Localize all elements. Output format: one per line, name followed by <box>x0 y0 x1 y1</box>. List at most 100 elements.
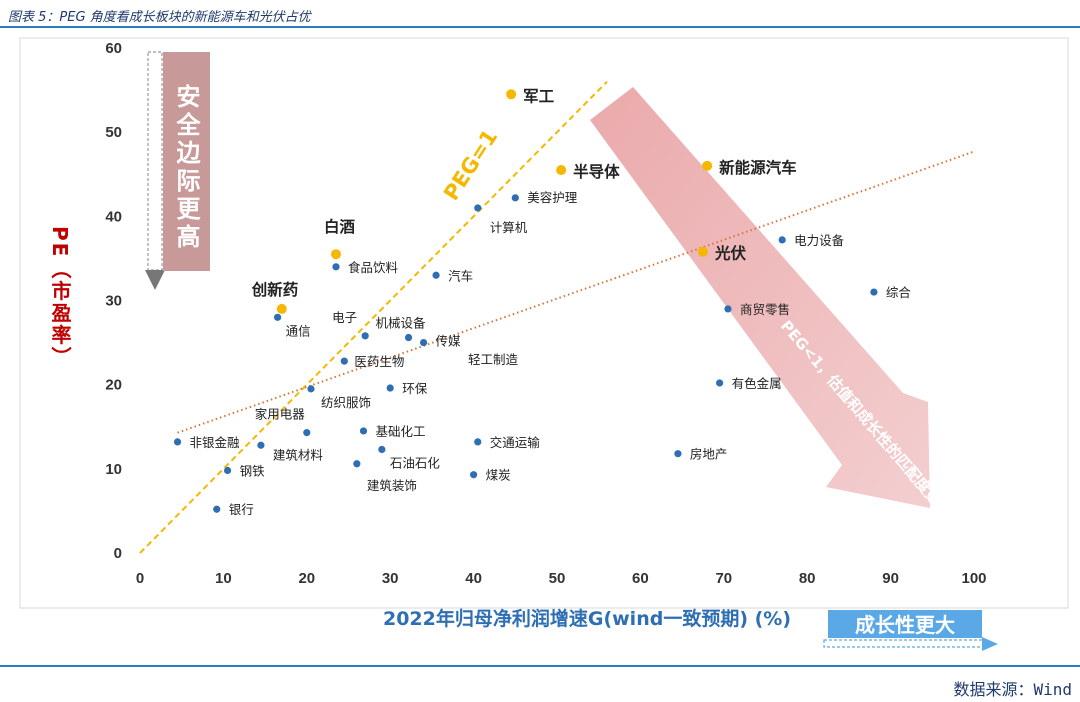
highlight-point <box>702 160 713 171</box>
top-rule <box>0 26 1080 28</box>
point-label: 有色金属 <box>732 376 782 391</box>
point-label: 房地产 <box>690 447 728 462</box>
data-point <box>274 313 282 321</box>
growth-box-label: 成长性更大 <box>855 613 955 637</box>
highlight-label: 新能源汽车 <box>719 158 797 177</box>
point-label: 环保 <box>402 381 428 396</box>
point-label: 美容护理 <box>527 190 578 205</box>
data-point <box>474 438 482 446</box>
point-label: 计算机 <box>490 220 528 235</box>
point-label: 通信 <box>286 323 311 338</box>
highlight-point <box>556 165 567 176</box>
highlight-point <box>330 249 341 260</box>
x-tick-label: 70 <box>715 570 732 587</box>
safety-margin-box: 安全边际更高 <box>145 51 210 290</box>
x-tick-label: 80 <box>799 570 816 587</box>
highlight-label: 创新药 <box>251 280 299 299</box>
point-label: 煤炭 <box>486 468 511 483</box>
highlight-label: 光伏 <box>714 244 747 263</box>
x-tick-label: 30 <box>382 570 399 587</box>
data-point <box>432 271 440 279</box>
data-point <box>378 445 386 454</box>
data-point <box>303 429 311 437</box>
data-point <box>419 338 428 347</box>
x-tick-label: 90 <box>882 570 899 587</box>
y-axis-ticks: 0 10 20 30 40 50 60 <box>105 40 122 562</box>
x-tick-label: 20 <box>298 570 315 587</box>
data-point <box>173 438 182 446</box>
point-label: 石油石化 <box>390 455 441 470</box>
source-note: 数据来源：Wind <box>953 680 1072 699</box>
data-point <box>870 288 878 296</box>
data-point <box>353 460 361 468</box>
data-point <box>404 333 413 342</box>
x-tick-label: 50 <box>549 570 566 587</box>
point-label: 建筑装饰 <box>367 478 417 493</box>
bottom-rule <box>0 665 1080 667</box>
data-point <box>340 357 348 365</box>
x-tick-label: 40 <box>465 570 482 587</box>
point-label: 轻工制造 <box>468 352 519 367</box>
point-label: 家用电器 <box>255 407 306 422</box>
point-label: 传媒 <box>436 334 462 349</box>
x-axis-title: 2022年归母净利润增速G(wind一致预期) (%) <box>383 607 791 630</box>
x-axis-ticks: 0 10 20 30 40 50 60 70 80 90 100 <box>136 570 987 587</box>
y-tick-label: 20 <box>105 377 122 394</box>
data-point <box>511 194 519 202</box>
data-point <box>257 441 265 449</box>
highlight-point <box>506 89 517 100</box>
highlight-label: 半导体 <box>573 162 620 181</box>
y-tick-label: 40 <box>105 208 122 225</box>
point-label: 非银金融 <box>190 435 241 450</box>
y-tick-label: 0 <box>114 545 122 562</box>
data-point <box>307 385 315 393</box>
point-label: 纺织服饰 <box>321 395 371 410</box>
data-point <box>386 384 394 392</box>
y-tick-label: 30 <box>105 293 122 310</box>
highlight-label: 军工 <box>523 87 555 105</box>
point-label: 交通运输 <box>490 435 541 450</box>
x-tick-label: 0 <box>136 570 144 587</box>
peg1-line-label: PEG=1 <box>439 125 502 204</box>
growth-box: 成长性更大 <box>823 610 998 651</box>
data-point <box>223 466 232 475</box>
x-tick-label: 100 <box>961 570 986 587</box>
y-tick-label: 60 <box>105 40 122 57</box>
point-label: 电子 <box>332 310 357 325</box>
point-label: 汽车 <box>448 268 473 283</box>
x-tick-label: 60 <box>632 570 649 587</box>
highlight-point <box>276 303 287 314</box>
point-label: 综合 <box>886 285 912 300</box>
y-tick-label: 50 <box>105 124 122 141</box>
data-point <box>778 236 786 244</box>
point-label: 医药生物 <box>354 354 404 369</box>
data-point <box>213 505 221 513</box>
figure-title: 图表 5：PEG 角度看成长板块的新能源车和光伏占优 <box>8 10 311 25</box>
data-point <box>332 263 340 271</box>
y-tick-label: 10 <box>105 461 122 478</box>
data-point <box>474 204 482 212</box>
point-label: 电力设备 <box>794 233 845 248</box>
point-label: 钢铁 <box>240 464 266 479</box>
data-point <box>361 332 369 340</box>
point-label: 机械设备 <box>376 316 427 331</box>
point-label: 银行 <box>229 502 254 517</box>
data-point <box>724 305 732 313</box>
data-point <box>674 450 682 458</box>
data-point <box>716 379 724 387</box>
point-label: 商贸零售 <box>740 302 790 317</box>
plot-frame <box>19 37 1069 609</box>
x-tick-label: 10 <box>215 570 232 587</box>
point-label: 基础化工 <box>376 424 426 439</box>
data-point <box>359 427 368 435</box>
point-label: 建筑材料 <box>273 447 324 462</box>
data-point <box>470 471 478 479</box>
highlight-point <box>697 246 708 257</box>
safety-box-label: 安全边际更高 <box>172 83 201 252</box>
peg1-line <box>139 80 608 554</box>
point-label: 食品饮料 <box>348 260 399 275</box>
y-axis-title: PE（市盈率） <box>48 226 72 368</box>
highlight-label: 白酒 <box>324 217 356 236</box>
